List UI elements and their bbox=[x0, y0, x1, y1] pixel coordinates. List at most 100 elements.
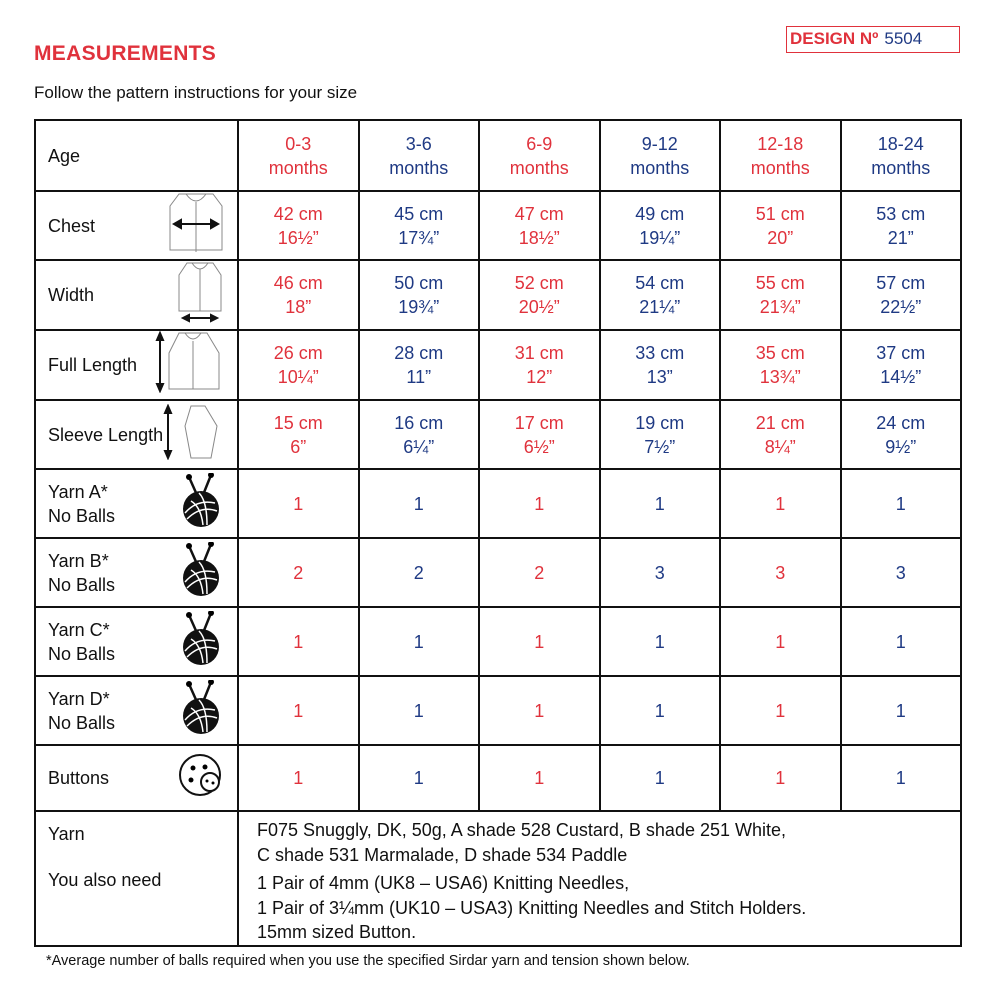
value-cm: 54 cm bbox=[635, 273, 685, 293]
measurement-cell: 16 cm 6¼” bbox=[357, 399, 480, 470]
subtitle: Follow the pattern instructions for your… bbox=[34, 83, 358, 102]
yarn-ball-icon bbox=[175, 540, 223, 604]
value-inches: 9½” bbox=[885, 436, 917, 457]
count-cell: 1 bbox=[357, 468, 480, 539]
count-cell: 1 bbox=[598, 606, 721, 677]
value-cm: 50 cm bbox=[394, 273, 444, 293]
size-unit: months bbox=[509, 157, 569, 178]
size-unit: months bbox=[268, 157, 328, 178]
count-cell: 1 bbox=[598, 675, 721, 746]
yarn-ball-icon bbox=[175, 609, 223, 673]
measurement-cell: 17 cm 6½” bbox=[478, 399, 601, 470]
row-label-text: Width bbox=[48, 285, 95, 305]
row-label-sub: No Balls bbox=[48, 574, 116, 595]
count-cell: 1 bbox=[357, 744, 480, 812]
value-inches: 6” bbox=[290, 436, 307, 457]
value-cm: 37 cm bbox=[876, 343, 926, 363]
table-row-yarn-b: Yarn B* No Balls 2 2 2 3 3 3 bbox=[34, 537, 962, 608]
measurement-cell: 33 cm 13” bbox=[598, 329, 721, 401]
value-inches: 7½” bbox=[644, 436, 676, 457]
count-cell: 1 bbox=[478, 468, 601, 539]
value-inches: 20” bbox=[767, 227, 794, 248]
count-cell: 1 bbox=[839, 675, 962, 746]
value-inches: 12” bbox=[526, 367, 553, 387]
row-label: Yarn B* No Balls bbox=[34, 537, 239, 608]
measurement-cell: 57 cm 22½” bbox=[839, 259, 962, 331]
table-row-width: Width 46 cm 18” 50 cm 19¾” 52 cm 20½” 54 cm 21¼”… bbox=[34, 259, 962, 331]
row-label-sub: No Balls bbox=[48, 712, 116, 733]
value-cm: 17 cm bbox=[514, 412, 564, 433]
need-line: 1 Pair of 4mm (UK8 – USA6) Knitting Need… bbox=[257, 873, 630, 893]
row-label-sub: No Balls bbox=[48, 505, 116, 526]
measurement-cell: 49 cm 19¼” bbox=[598, 190, 721, 261]
design-label: DESIGN Nº bbox=[790, 29, 879, 48]
measurement-cell: 42 cm 16½” bbox=[237, 190, 360, 261]
count-cell: 1 bbox=[237, 744, 360, 812]
count-cell: 1 bbox=[357, 675, 480, 746]
row-label-text: Yarn C* bbox=[48, 619, 110, 640]
need-label: You also need bbox=[48, 870, 162, 890]
count-cell: 1 bbox=[478, 675, 601, 746]
count-cell: 1 bbox=[237, 606, 360, 677]
value-inches: 17¾” bbox=[398, 227, 440, 248]
measurement-cell: 15 cm 6” bbox=[237, 399, 360, 470]
value-inches: 19¾” bbox=[398, 297, 440, 317]
design-number-box: DESIGN Nº 5504 bbox=[786, 26, 960, 53]
count-cell: 3 bbox=[839, 537, 962, 608]
measurement-cell: 46 cm 18” bbox=[237, 259, 360, 331]
need-line: 15mm sized Button. bbox=[257, 922, 417, 942]
value-inches: 18½” bbox=[518, 227, 560, 248]
size-header: 6-9 months bbox=[478, 119, 601, 192]
value-inches: 19¼” bbox=[639, 227, 681, 248]
row-label: Yarn A* No Balls bbox=[34, 468, 239, 539]
count-cell: 1 bbox=[237, 468, 360, 539]
page-title: MEASUREMENTS bbox=[34, 42, 217, 65]
value-inches: 16½” bbox=[277, 227, 319, 248]
value-cm: 51 cm bbox=[755, 203, 805, 224]
info-text: F075 Snuggly, DK, 50g, A shade 528 Custa… bbox=[237, 810, 962, 947]
value-cm: 35 cm bbox=[755, 343, 805, 363]
value-cm: 15 cm bbox=[273, 412, 323, 433]
size-header: 12-18 months bbox=[719, 119, 842, 192]
count-cell: 1 bbox=[719, 675, 842, 746]
size-unit: months bbox=[871, 157, 931, 178]
value-cm: 24 cm bbox=[876, 412, 926, 433]
value-cm: 28 cm bbox=[394, 343, 444, 363]
value-cm: 55 cm bbox=[755, 273, 805, 293]
count-cell: 1 bbox=[719, 606, 842, 677]
count-cell: 1 bbox=[478, 606, 601, 677]
count-cell: 1 bbox=[839, 468, 962, 539]
buttons-icon bbox=[177, 752, 223, 804]
count-cell: 1 bbox=[839, 744, 962, 812]
size-range: 9-12 bbox=[641, 133, 678, 154]
count-cell: 1 bbox=[719, 468, 842, 539]
size-range: 0-3 bbox=[285, 133, 312, 154]
measurement-cell: 50 cm 19¾” bbox=[357, 259, 480, 331]
table-row-chest: Chest 42 cm 16½” 45 cm 17¾” 47 cm 18½” 49 cm 19¼… bbox=[34, 190, 962, 261]
count-cell: 1 bbox=[237, 675, 360, 746]
value-inches: 13” bbox=[646, 367, 673, 387]
value-inches: 6½” bbox=[523, 436, 555, 457]
table-row-sleeve-length: Sleeve Length 15 cm 6” 16 cm 6¼” 17 cm 6½” 19 c… bbox=[34, 399, 962, 470]
row-label-text: Sleeve Length bbox=[48, 424, 164, 445]
row-label-text: Yarn A* bbox=[48, 481, 108, 502]
size-unit: months bbox=[750, 157, 810, 178]
size-unit: months bbox=[630, 157, 690, 178]
value-inches: 10¼” bbox=[277, 367, 319, 387]
value-cm: 33 cm bbox=[635, 343, 685, 363]
measurement-cell: 24 cm 9½” bbox=[839, 399, 962, 470]
count-cell: 1 bbox=[719, 744, 842, 812]
measurement-cell: 54 cm 21¼” bbox=[598, 259, 721, 331]
row-label: Age bbox=[34, 119, 239, 192]
size-header: 3-6 months bbox=[357, 119, 480, 192]
cardigan-width-icon bbox=[177, 261, 223, 329]
value-cm: 49 cm bbox=[635, 203, 685, 224]
row-label-text: Full Length bbox=[48, 355, 138, 375]
row-label: Sleeve Length bbox=[34, 399, 239, 470]
sleeve-length-icon bbox=[161, 402, 223, 466]
value-cm: 42 cm bbox=[273, 203, 323, 224]
value-cm: 57 cm bbox=[876, 273, 926, 293]
measurement-cell: 53 cm 21” bbox=[839, 190, 962, 261]
count-cell: 1 bbox=[598, 744, 721, 812]
measurement-cell: 52 cm 20½” bbox=[478, 259, 601, 331]
